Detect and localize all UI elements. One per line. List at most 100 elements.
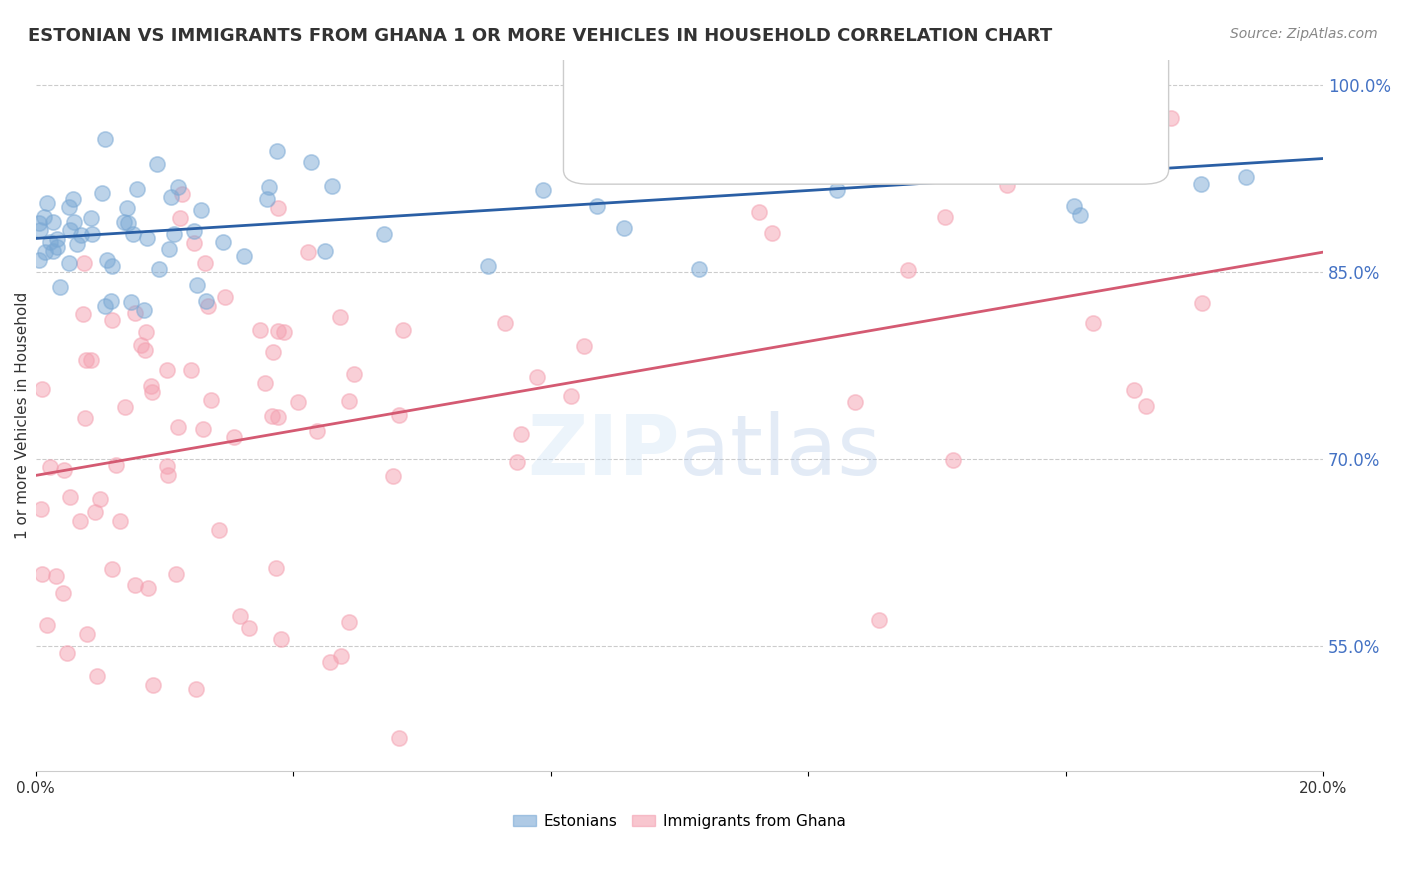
Point bbox=[58, 256, 80, 270]
Point bbox=[621, 114, 644, 128]
Point bbox=[69, 514, 91, 528]
Point bbox=[183, 236, 205, 251]
Point bbox=[69, 228, 91, 243]
Point bbox=[186, 277, 208, 292]
Point bbox=[124, 306, 146, 320]
Point bbox=[560, 389, 582, 403]
Point bbox=[76, 627, 98, 641]
Point bbox=[1069, 208, 1091, 222]
Point bbox=[30, 502, 52, 516]
Point bbox=[91, 186, 114, 200]
Point bbox=[197, 299, 219, 313]
Point bbox=[328, 310, 350, 324]
Point bbox=[321, 178, 343, 193]
Point bbox=[89, 491, 111, 506]
Point bbox=[257, 180, 280, 194]
Point bbox=[995, 178, 1018, 192]
Point bbox=[613, 221, 636, 235]
Point bbox=[58, 200, 80, 214]
Point bbox=[117, 216, 139, 230]
Point bbox=[139, 379, 162, 393]
Point bbox=[190, 203, 212, 218]
Point bbox=[942, 452, 965, 467]
Point bbox=[832, 150, 855, 164]
Point bbox=[506, 454, 529, 468]
Point bbox=[1063, 199, 1085, 213]
Point bbox=[287, 395, 309, 409]
Point bbox=[59, 491, 82, 505]
Point bbox=[273, 325, 295, 339]
Point bbox=[30, 223, 52, 237]
Point bbox=[156, 458, 179, 473]
Point bbox=[101, 562, 124, 576]
Point bbox=[157, 242, 180, 256]
Point bbox=[129, 338, 152, 352]
Point bbox=[136, 581, 159, 595]
Point bbox=[120, 295, 142, 310]
Point bbox=[266, 144, 288, 158]
Point bbox=[121, 227, 143, 241]
Point bbox=[115, 201, 138, 215]
Point bbox=[266, 201, 288, 215]
Point bbox=[232, 249, 254, 263]
Point bbox=[157, 467, 180, 482]
Point bbox=[72, 307, 94, 321]
Point bbox=[42, 215, 65, 229]
Point bbox=[94, 132, 117, 146]
Point bbox=[49, 279, 72, 293]
Point bbox=[96, 252, 118, 267]
Point bbox=[297, 245, 319, 260]
Point bbox=[148, 261, 170, 276]
Point bbox=[868, 613, 890, 627]
Point bbox=[214, 290, 236, 304]
Point bbox=[382, 468, 405, 483]
Point bbox=[228, 609, 250, 624]
Text: ZIP: ZIP bbox=[527, 410, 679, 491]
Point bbox=[1081, 316, 1104, 330]
Point bbox=[134, 343, 156, 357]
Point bbox=[510, 427, 533, 442]
Point bbox=[136, 231, 159, 245]
Point bbox=[112, 215, 135, 229]
Point bbox=[80, 227, 103, 241]
Point bbox=[34, 245, 56, 260]
Point bbox=[39, 235, 62, 250]
Point bbox=[572, 339, 595, 353]
Point bbox=[267, 324, 290, 338]
Point bbox=[1191, 296, 1213, 310]
Point bbox=[585, 199, 607, 213]
Point bbox=[75, 353, 97, 368]
Point bbox=[42, 244, 65, 259]
Point bbox=[256, 192, 278, 206]
Point bbox=[35, 617, 58, 632]
Point bbox=[270, 632, 292, 646]
Point bbox=[897, 262, 920, 277]
Point bbox=[1122, 383, 1144, 397]
Point bbox=[135, 325, 157, 339]
Point bbox=[249, 323, 271, 337]
Point bbox=[145, 157, 167, 171]
Point bbox=[194, 293, 217, 308]
Point bbox=[688, 262, 710, 277]
Point bbox=[100, 293, 122, 308]
Point bbox=[38, 460, 60, 475]
Point bbox=[59, 223, 82, 237]
Text: Source: ZipAtlas.com: Source: ZipAtlas.com bbox=[1230, 27, 1378, 41]
Point bbox=[200, 392, 222, 407]
Point bbox=[267, 409, 290, 424]
Point bbox=[31, 566, 53, 581]
Point bbox=[167, 420, 190, 434]
Point bbox=[101, 312, 124, 326]
Point bbox=[124, 578, 146, 592]
Point bbox=[844, 395, 866, 409]
Point bbox=[1234, 170, 1257, 185]
Point bbox=[934, 211, 956, 225]
Point bbox=[162, 227, 184, 241]
Point bbox=[254, 376, 277, 391]
Point bbox=[169, 211, 191, 225]
Point bbox=[156, 363, 179, 377]
Point bbox=[343, 367, 366, 381]
Point bbox=[52, 585, 75, 599]
Point bbox=[262, 344, 284, 359]
Point bbox=[66, 236, 89, 251]
